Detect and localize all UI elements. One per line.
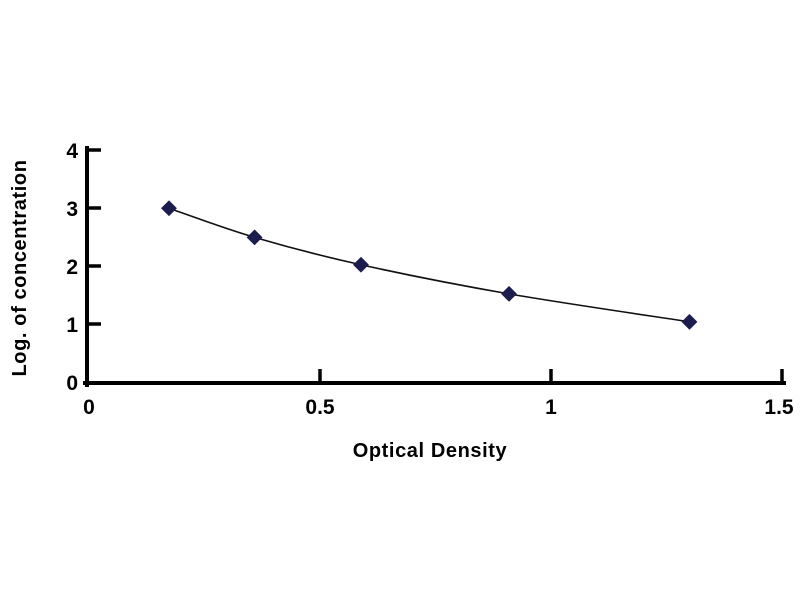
y-axis-title: Log. of concentration [9, 159, 31, 376]
y-tick-label-2: 2 [66, 256, 78, 279]
data-curve [168, 207, 690, 323]
y-tick-label-4: 4 [66, 140, 78, 163]
x-axis [83, 369, 786, 385]
data-point-3 [353, 256, 369, 273]
y-tick-labels: 4 3 2 1 0 [66, 140, 78, 395]
x-tick-label-1point5: 1.5 [764, 396, 794, 419]
x-tick-label-0point5: 0.5 [305, 396, 335, 419]
y-tick-label-3: 3 [66, 198, 78, 221]
data-point-1 [161, 200, 177, 217]
data-markers [161, 200, 698, 330]
x-axis-title: Optical Density [353, 440, 508, 462]
data-point-2 [246, 229, 263, 246]
x-tick-label-1: 1 [545, 396, 557, 419]
y-tick-label-1: 1 [66, 314, 78, 337]
y-tick-label-0: 0 [66, 372, 78, 395]
data-point-4 [501, 285, 517, 302]
x-tick-label-0: 0 [83, 396, 95, 419]
data-point-5 [681, 313, 698, 330]
x-tick-labels: 0 0.5 1 1.5 [83, 396, 794, 419]
y-axis [85, 146, 101, 387]
